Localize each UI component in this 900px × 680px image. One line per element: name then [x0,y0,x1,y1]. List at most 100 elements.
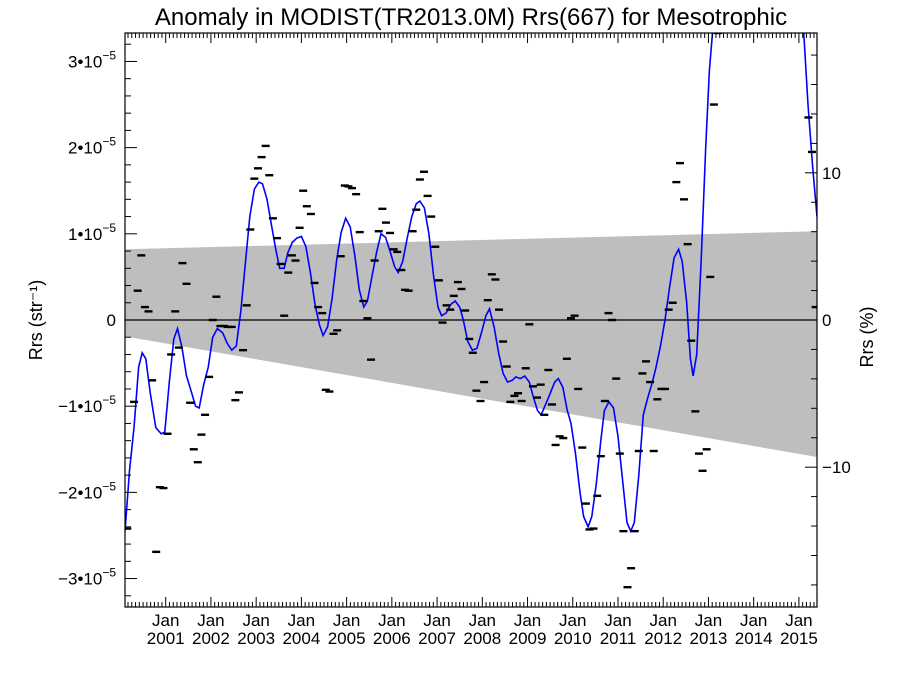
data-point-111 [544,368,553,372]
point-mark [533,396,542,399]
x-tick-label-year: 2014 [735,629,773,648]
point-mark [808,150,817,154]
data-point-63 [363,317,372,320]
data-point-139 [649,449,658,453]
point-mark [212,295,221,298]
point-mark [159,486,168,490]
data-point-149 [687,339,696,342]
point-mark [638,372,647,375]
data-point-0 [125,527,132,530]
data-point-105 [521,367,530,370]
y-tick-exponent: −5 [102,135,116,149]
y-tick-label: −3•10−5 [58,566,116,589]
point-mark [634,449,643,453]
point-mark [608,318,617,322]
x-tick-label-month: Jan [242,611,269,630]
point-mark [559,436,568,440]
point-mark [167,353,176,356]
data-point-7 [152,550,161,554]
data-point-94 [480,380,489,384]
data-point-22 [208,318,217,322]
point-mark [265,174,274,177]
point-mark [510,394,519,398]
x-tick-label-month: Jan [197,611,224,630]
point-mark [585,528,594,531]
data-point-122 [585,528,594,531]
x-tick-label-year: 2004 [282,629,320,648]
point-mark [287,254,296,257]
data-point-64 [367,358,376,361]
data-point-127 [604,311,613,315]
x-tick-label-year: 2012 [644,629,682,648]
point-mark [804,116,813,119]
point-mark [502,365,511,368]
point-mark [623,585,632,589]
point-mark [239,348,248,352]
data-point-45 [295,226,304,229]
point-mark [709,103,718,106]
data-point-134 [630,529,639,533]
data-point-46 [299,189,308,192]
point-mark [348,186,357,190]
y-tick-exponent: −5 [102,221,116,235]
data-point-70 [389,248,398,251]
x-tick-label-year: 2009 [509,629,547,648]
data-point-58 [344,185,353,188]
point-mark [144,310,153,313]
data-point-146 [675,161,684,165]
data-point-144 [668,301,677,304]
y-tick-label: −2•10−5 [58,479,116,502]
x-tick-label-month: Jan [604,611,631,630]
y-tick-label: 0 [107,311,116,330]
x-tick-label-month: Jan [740,611,767,630]
x-tick-label-year: 2002 [192,629,230,648]
data-point-90 [465,337,474,341]
point-mark [306,212,315,216]
data-point-66 [374,230,383,233]
point-mark [152,550,161,554]
data-point-34 [253,167,262,170]
data-point-121 [581,502,590,505]
point-mark [404,289,413,292]
y2-tick-label: 0 [822,311,831,330]
data-point-125 [596,454,605,458]
data-point-133 [627,567,636,570]
point-mark [593,494,602,498]
point-mark [367,358,376,361]
data-point-106 [525,323,534,326]
point-mark [691,410,700,413]
point-mark [442,304,451,307]
point-mark [299,189,308,192]
point-mark [370,259,379,262]
data-point-48 [306,212,315,216]
data-point-79 [423,194,432,198]
point-mark [649,449,658,453]
data-point-20 [201,413,210,417]
point-mark [683,242,692,246]
x-tick-label-year: 2013 [690,629,728,648]
point-mark [706,275,715,279]
data-point-28 [231,398,240,402]
data-point-113 [551,443,560,447]
x-tick-label-month: Jan [559,611,586,630]
data-point-108 [533,396,542,399]
point-mark [811,305,817,309]
data-point-47 [302,205,311,208]
point-mark [453,280,462,284]
point-mark [668,301,677,304]
chart-title: Anomaly in MODIST(TR2013.0M) Rrs(667) fo… [155,4,787,31]
y2-tick-label: −10 [822,458,851,477]
point-mark [449,294,458,298]
data-point-2015-1 [808,150,817,154]
data-point-99 [499,340,508,343]
x-tick-label-month: Jan [288,611,315,630]
point-mark [197,433,206,436]
data-point-67 [378,207,387,211]
point-mark [223,325,232,329]
data-point-35 [257,155,266,159]
data-point-17 [189,448,198,451]
data-point-32 [246,228,255,231]
data-point-4 [140,305,149,309]
point-mark [521,367,530,370]
